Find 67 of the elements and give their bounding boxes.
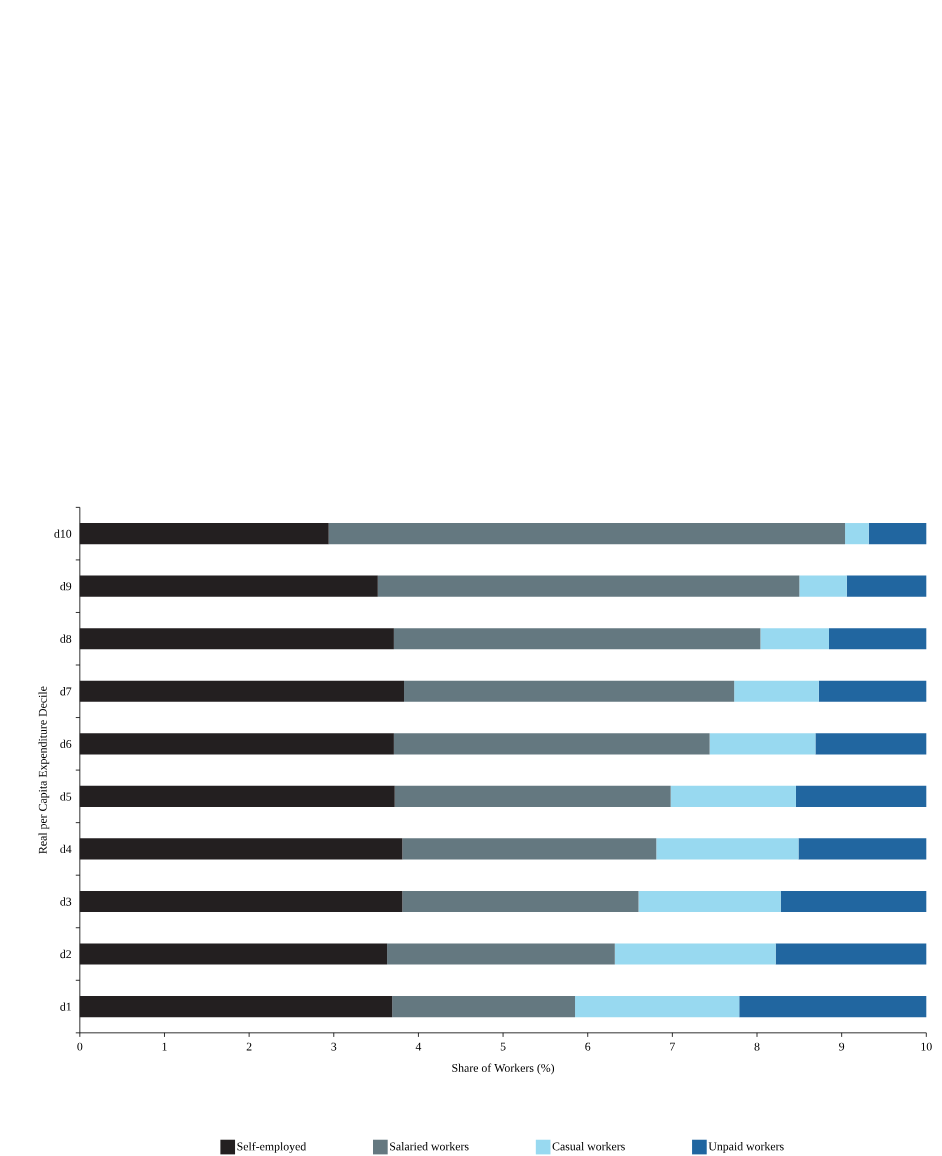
bar [739, 995, 927, 1018]
bar [868, 523, 927, 545]
bar [796, 785, 927, 807]
bar [670, 785, 797, 807]
x-tick-label: 10 [921, 1042, 932, 1051]
x-tick-label: 4 [415, 1042, 422, 1051]
bar [780, 890, 927, 913]
bar [79, 890, 403, 913]
y-tick-label: d1 [60, 1002, 72, 1011]
y-axis-title: Real per Capita Expenditure Decile [38, 686, 50, 854]
x-tick-label: 9 [839, 1042, 845, 1051]
legend-label: Salaried workers [390, 1142, 469, 1151]
bar [393, 733, 710, 755]
bar [328, 523, 846, 545]
y-tick-label: d9 [60, 582, 72, 591]
bar [79, 523, 329, 545]
bar [775, 943, 927, 965]
y-tick-label: d8 [60, 634, 72, 643]
y-tick-label: d6 [60, 739, 72, 748]
y-tick-label: d4 [60, 844, 72, 854]
x-tick-label: 0 [77, 1042, 83, 1051]
x-tick-label: 6 [585, 1042, 591, 1051]
bar [402, 838, 657, 860]
bar [845, 523, 869, 545]
x-tick-label: 7 [670, 1042, 676, 1051]
bar [79, 785, 395, 807]
bar [393, 628, 761, 650]
bar [815, 733, 927, 755]
x-tick-label: 1 [162, 1042, 167, 1051]
x-axis-title: Share of Workers (%) [452, 1063, 555, 1075]
bar [760, 628, 830, 650]
bar [79, 733, 394, 755]
y-tick-label: d2 [60, 949, 72, 959]
bar [404, 680, 735, 702]
bar [575, 995, 740, 1018]
bar [829, 628, 927, 650]
legend-label: Casual workers [552, 1142, 625, 1151]
bar [846, 575, 927, 597]
x-tick-label: 8 [754, 1042, 760, 1051]
bar [79, 575, 378, 597]
bar [79, 680, 405, 702]
bar [798, 838, 927, 860]
bar [818, 680, 927, 702]
x-tick-label: 3 [331, 1042, 337, 1051]
bar [734, 680, 819, 702]
bar [392, 995, 576, 1018]
legend-label: Unpaid workers [708, 1142, 784, 1153]
bar [709, 733, 816, 755]
bar [656, 838, 799, 860]
y-tick-label: d5 [60, 792, 72, 801]
bar [79, 995, 393, 1018]
bar [79, 838, 403, 860]
bar [377, 575, 800, 597]
bar [402, 890, 639, 913]
legend-label: Self-employed [237, 1142, 307, 1153]
bar [387, 943, 615, 965]
bar [638, 890, 781, 913]
x-tick-label: 2 [246, 1042, 252, 1051]
bar [614, 943, 776, 965]
x-tick-label: 5 [500, 1042, 506, 1051]
bar [394, 785, 671, 807]
bar [79, 943, 388, 965]
bar [799, 575, 847, 597]
y-tick-label: d3 [60, 897, 72, 906]
bar [79, 628, 394, 650]
y-tick-label: d10 [54, 529, 72, 538]
y-tick-label: d7 [60, 687, 72, 696]
